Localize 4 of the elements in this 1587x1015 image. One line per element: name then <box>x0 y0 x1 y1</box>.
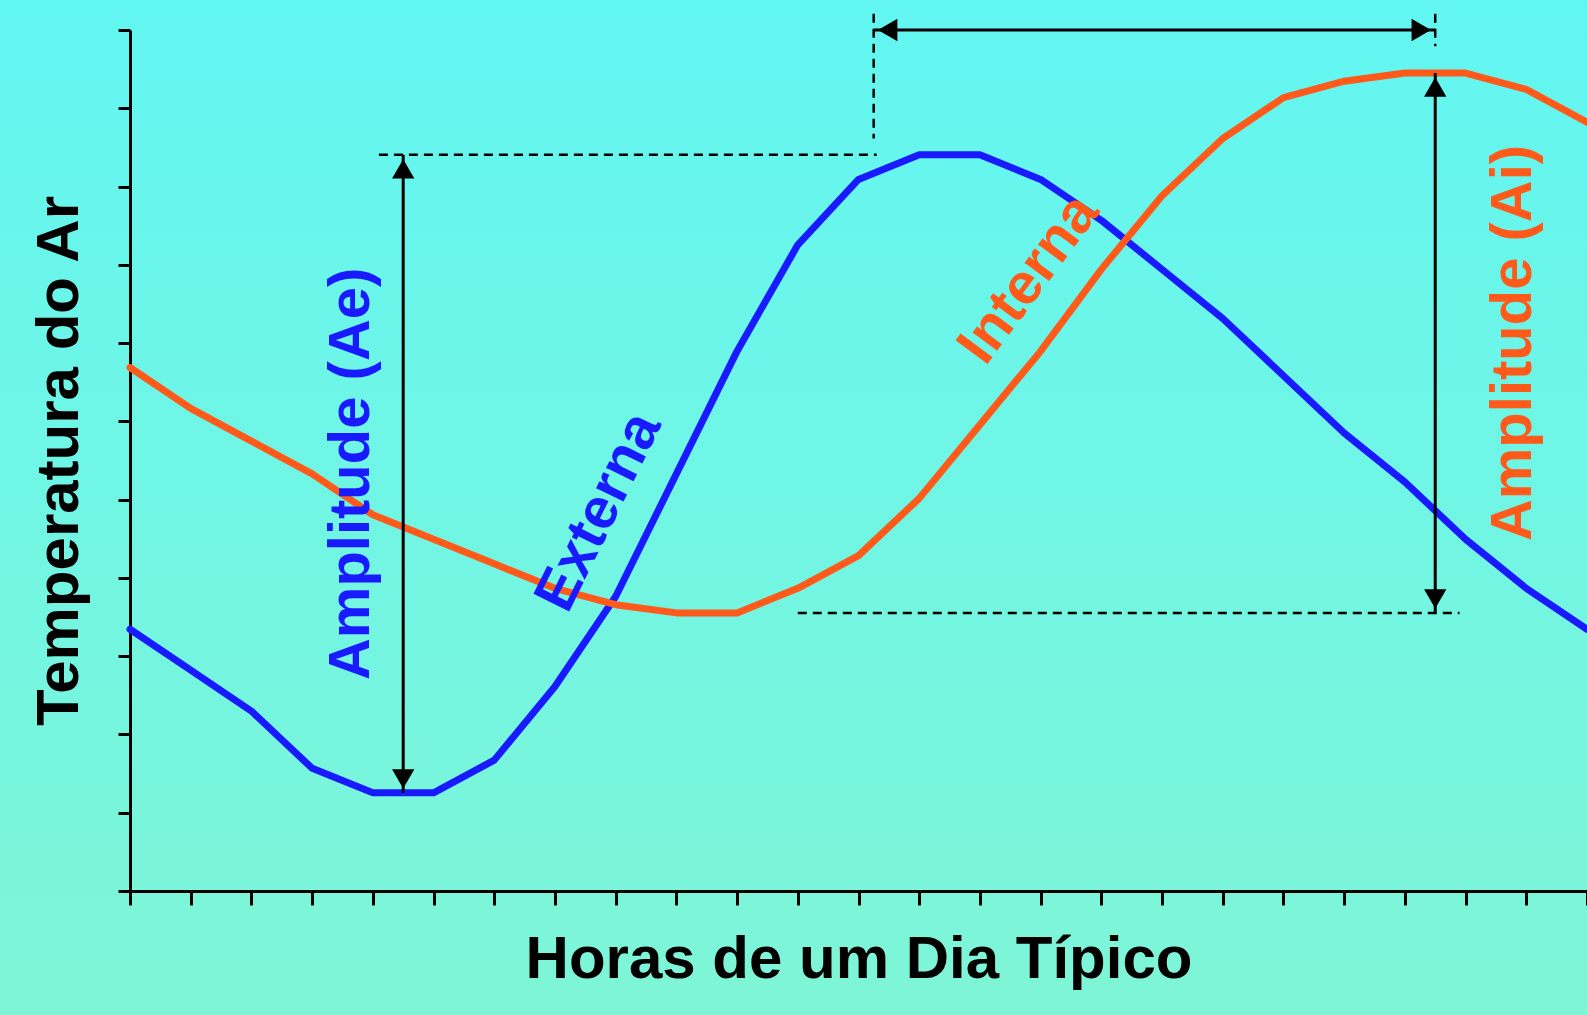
annotation: Amplitude (Ae) <box>315 267 381 681</box>
x-axis-title: Horas de um Dia Típico <box>525 924 1193 991</box>
annotation: Amplitude (Ai) <box>1478 144 1544 542</box>
y-axis-title: Temperatura do Ar <box>24 195 91 727</box>
